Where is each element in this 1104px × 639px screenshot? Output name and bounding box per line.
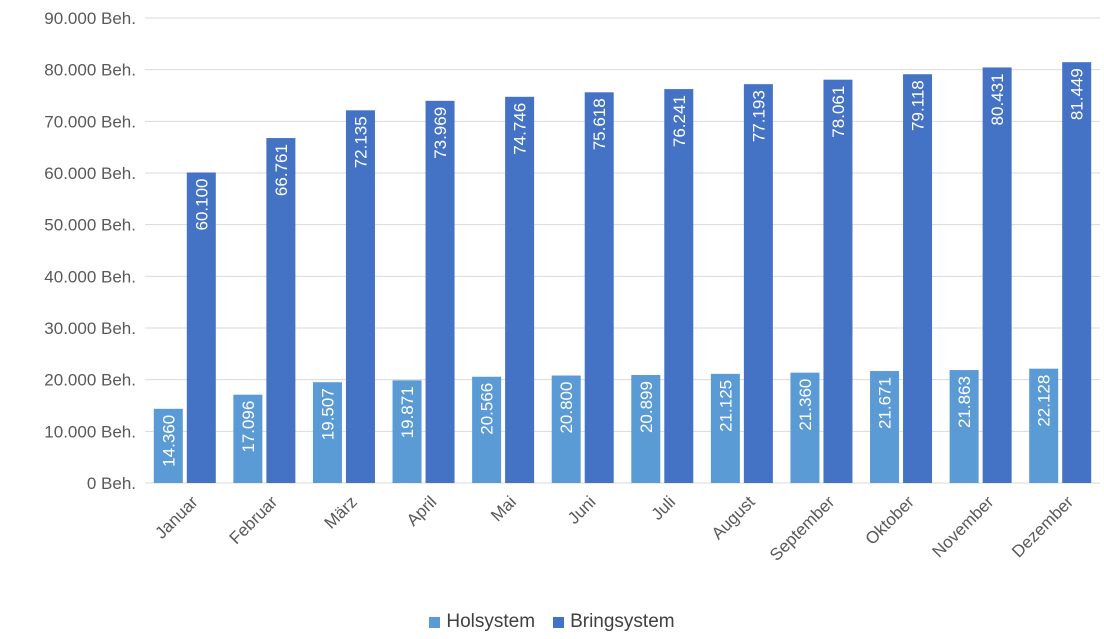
data-label: 76.241 <box>670 95 689 147</box>
bar-holsystem <box>870 371 900 483</box>
legend-swatch-bringsystem <box>553 616 565 628</box>
legend-item-holsystem: Holsystem <box>429 611 535 633</box>
bar-bringsystem <box>664 89 694 483</box>
data-label: 78.061 <box>829 86 848 138</box>
bar-holsystem <box>1029 368 1059 483</box>
data-label: 20.899 <box>637 381 656 433</box>
x-tick-label: August <box>708 492 759 543</box>
data-label: 77.193 <box>749 90 768 142</box>
x-tick-label: Januar <box>151 492 201 542</box>
x-tick-label: September <box>766 492 838 564</box>
data-label: 14.360 <box>159 415 178 467</box>
bar-holsystem <box>312 382 342 483</box>
bar-bringsystem <box>982 67 1012 484</box>
y-tick-label: 70.000 Beh. <box>44 112 136 131</box>
bar-chart: 0 Beh. 10.000 Beh. 20.000 Beh. 30.000 Beh. 4… <box>44 9 1100 565</box>
legend-label-holsystem: Holsystem <box>446 611 536 632</box>
x-tick-label: Mai <box>487 492 520 525</box>
bar-holsystem <box>392 380 422 483</box>
data-label: 19.507 <box>318 388 337 440</box>
data-label: 80.431 <box>988 73 1007 125</box>
bar-bringsystem <box>823 79 853 484</box>
x-tick-label: Februar <box>226 492 282 548</box>
bar-bringsystem <box>584 92 614 483</box>
y-tick-label: 0 Beh. <box>87 474 136 493</box>
x-tick-label: Dezember <box>1008 492 1077 561</box>
y-tick-label: 80.000 Beh. <box>44 61 136 80</box>
data-label: 73.969 <box>431 107 450 159</box>
data-label: 21.863 <box>955 376 974 428</box>
x-tick-label: November <box>929 492 998 561</box>
x-tick-label: Oktober <box>862 492 918 548</box>
x-tick-label: Juli <box>648 492 679 523</box>
legend: Holsystem Bringsystem <box>0 611 1104 633</box>
bar-holsystem <box>153 408 183 483</box>
bar-bringsystem <box>505 96 535 484</box>
legend-swatch-holsystem <box>429 616 441 628</box>
y-tick-label: 20.000 Beh. <box>44 371 136 390</box>
bar-bringsystem <box>266 138 296 483</box>
bar-bringsystem <box>425 100 455 483</box>
x-tick-label: März <box>321 492 361 532</box>
bar-bringsystem <box>1062 62 1092 483</box>
data-label: 17.096 <box>239 401 258 453</box>
data-label: 19.871 <box>398 386 417 438</box>
bar-holsystem <box>233 394 263 483</box>
bar-holsystem <box>710 373 740 483</box>
bar-bringsystem <box>186 172 216 483</box>
data-label: 20.800 <box>557 382 576 434</box>
data-label: 74.746 <box>511 103 530 155</box>
legend-label-bringsystem: Bringsystem <box>570 611 675 632</box>
bar-holsystem <box>631 375 661 483</box>
x-tick-label: April <box>403 492 440 529</box>
data-label: 66.761 <box>272 144 291 196</box>
data-label: 20.566 <box>478 383 497 435</box>
y-tick-label: 10.000 Beh. <box>44 422 136 441</box>
data-label: 72.135 <box>351 116 370 168</box>
legend-item-bringsystem: Bringsystem <box>553 611 675 633</box>
data-label: 22.128 <box>1035 375 1054 427</box>
data-label: 21.360 <box>796 379 815 431</box>
data-label: 21.125 <box>716 380 735 432</box>
bar-holsystem <box>472 376 502 483</box>
y-tick-label: 50.000 Beh. <box>44 216 136 235</box>
y-tick-label: 90.000 Beh. <box>44 9 136 28</box>
bar-bringsystem <box>903 74 933 483</box>
x-tick-label: Juni <box>564 492 599 527</box>
data-label: 81.449 <box>1068 68 1087 120</box>
y-tick-label: 40.000 Beh. <box>44 267 136 286</box>
data-label: 79.118 <box>909 80 928 131</box>
bar-bringsystem <box>345 110 375 484</box>
bar-holsystem <box>790 372 820 483</box>
bar-holsystem <box>949 370 979 483</box>
bar-bringsystem <box>743 84 773 484</box>
y-tick-label: 60.000 Beh. <box>44 164 136 183</box>
data-label: 75.618 <box>590 98 609 150</box>
data-label: 21.671 <box>876 377 895 429</box>
y-tick-label: 30.000 Beh. <box>44 319 136 338</box>
data-label: 60.100 <box>192 178 211 230</box>
bar-holsystem <box>551 375 581 483</box>
